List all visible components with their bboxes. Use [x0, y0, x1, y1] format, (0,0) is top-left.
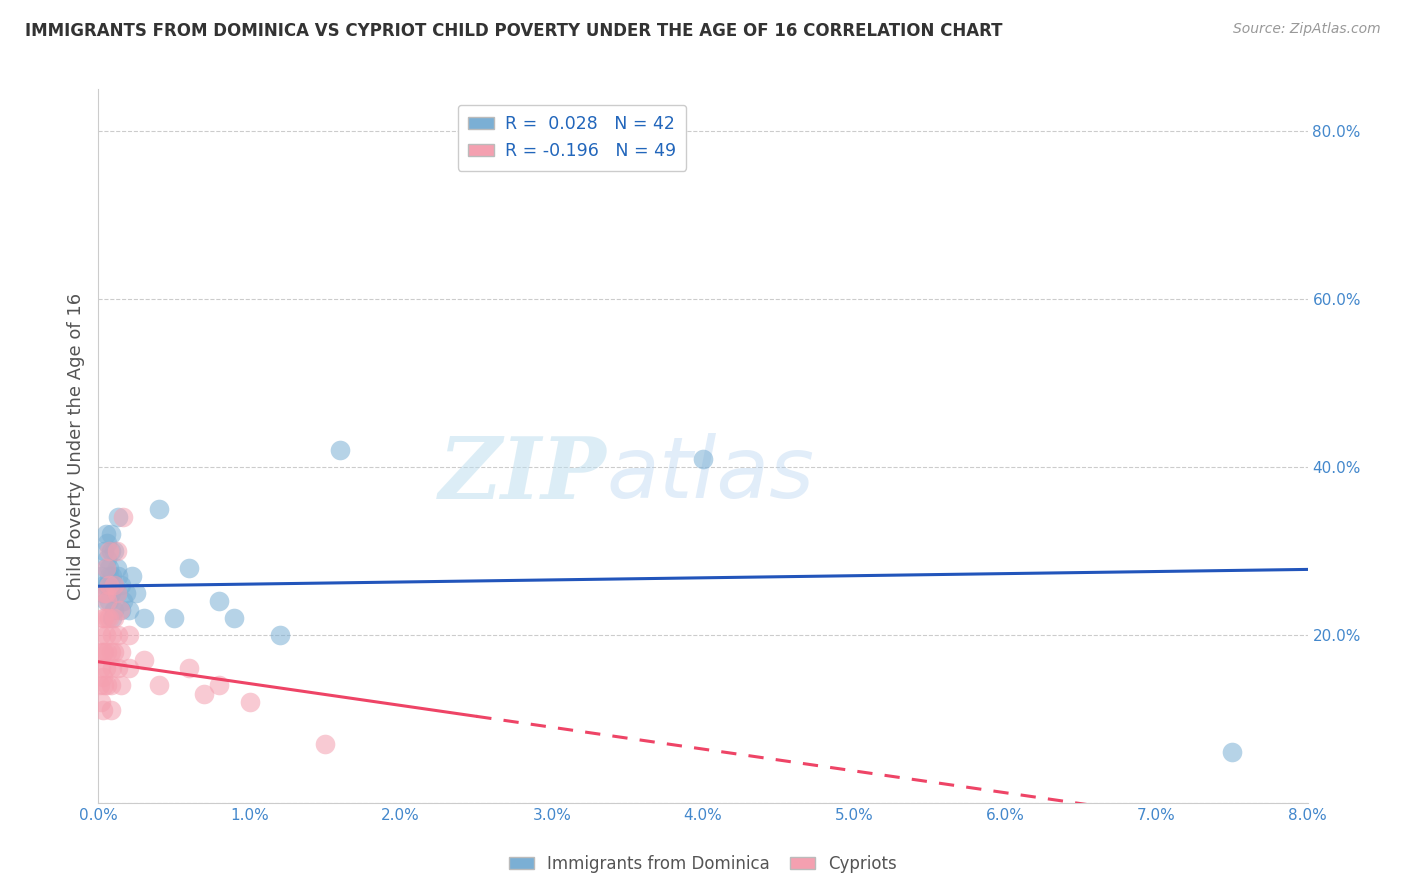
Point — [94, 560, 117, 574]
Point — [98, 577, 121, 591]
Point — [100, 645, 122, 659]
Point — [110, 577, 132, 591]
Point — [100, 703, 122, 717]
Point — [111, 594, 134, 608]
Point — [108, 603, 131, 617]
Point — [98, 569, 121, 583]
Point — [692, 451, 714, 466]
Point — [105, 586, 128, 600]
Point — [163, 611, 186, 625]
Point — [107, 510, 129, 524]
Point — [90, 661, 112, 675]
Text: IMMIGRANTS FROM DOMINICA VS CYPRIOT CHILD POVERTY UNDER THE AGE OF 16 CORRELATIO: IMMIGRANTS FROM DOMINICA VS CYPRIOT CHIL… — [25, 22, 1002, 40]
Point — [110, 678, 132, 692]
Point — [224, 611, 246, 625]
Point — [96, 577, 118, 591]
Point — [93, 586, 115, 600]
Point — [94, 560, 117, 574]
Point — [118, 661, 141, 675]
Point — [96, 535, 118, 549]
Text: Source: ZipAtlas.com: Source: ZipAtlas.com — [1233, 22, 1381, 37]
Point — [103, 603, 125, 617]
Point — [90, 628, 112, 642]
Point — [98, 594, 121, 608]
Point — [90, 569, 112, 583]
Point — [100, 586, 122, 600]
Point — [96, 594, 118, 608]
Point — [107, 628, 129, 642]
Point — [101, 611, 124, 625]
Point — [94, 594, 117, 608]
Point — [93, 611, 115, 625]
Point — [101, 628, 124, 642]
Point — [193, 687, 215, 701]
Point — [100, 678, 122, 692]
Point — [91, 611, 114, 625]
Point — [118, 603, 141, 617]
Point — [239, 695, 262, 709]
Point — [98, 560, 121, 574]
Point — [107, 661, 129, 675]
Point — [208, 594, 231, 608]
Point — [121, 569, 143, 583]
Point — [101, 661, 124, 675]
Point — [118, 628, 141, 642]
Point — [103, 544, 125, 558]
Point — [90, 695, 112, 709]
Point — [103, 577, 125, 591]
Point — [94, 661, 117, 675]
Point — [93, 544, 115, 558]
Point — [100, 544, 122, 558]
Point — [103, 645, 125, 659]
Point — [314, 737, 336, 751]
Point — [94, 527, 117, 541]
Text: atlas: atlas — [606, 433, 814, 516]
Legend: Immigrants from Dominica, Cypriots: Immigrants from Dominica, Cypriots — [502, 848, 904, 880]
Point — [105, 560, 128, 574]
Point — [105, 586, 128, 600]
Point — [93, 645, 115, 659]
Point — [132, 653, 155, 667]
Point — [94, 628, 117, 642]
Point — [179, 661, 201, 675]
Point — [110, 603, 132, 617]
Point — [103, 611, 125, 625]
Point — [148, 678, 170, 692]
Point — [179, 560, 201, 574]
Point — [100, 527, 122, 541]
Text: ZIP: ZIP — [439, 433, 606, 516]
Y-axis label: Child Poverty Under the Age of 16: Child Poverty Under the Age of 16 — [66, 293, 84, 599]
Point — [96, 552, 118, 566]
Point — [110, 645, 132, 659]
Point — [91, 703, 114, 717]
Point — [114, 586, 136, 600]
Point — [98, 544, 121, 558]
Point — [269, 628, 291, 642]
Point — [96, 645, 118, 659]
Point — [91, 586, 114, 600]
Point — [98, 611, 121, 625]
Point — [101, 569, 124, 583]
Point — [148, 502, 170, 516]
Point — [89, 678, 111, 692]
Point — [107, 569, 129, 583]
Point — [89, 645, 111, 659]
Point — [125, 586, 148, 600]
Point — [93, 678, 115, 692]
Point — [329, 443, 352, 458]
Legend: R =  0.028   N = 42, R = -0.196   N = 49: R = 0.028 N = 42, R = -0.196 N = 49 — [458, 105, 686, 170]
Point — [93, 577, 115, 591]
Point — [111, 510, 134, 524]
Point — [91, 645, 114, 659]
Point — [1220, 746, 1243, 760]
Point — [132, 611, 155, 625]
Point — [208, 678, 231, 692]
Point — [94, 586, 117, 600]
Point — [105, 544, 128, 558]
Point — [96, 611, 118, 625]
Point — [91, 670, 114, 684]
Point — [103, 577, 125, 591]
Point — [96, 678, 118, 692]
